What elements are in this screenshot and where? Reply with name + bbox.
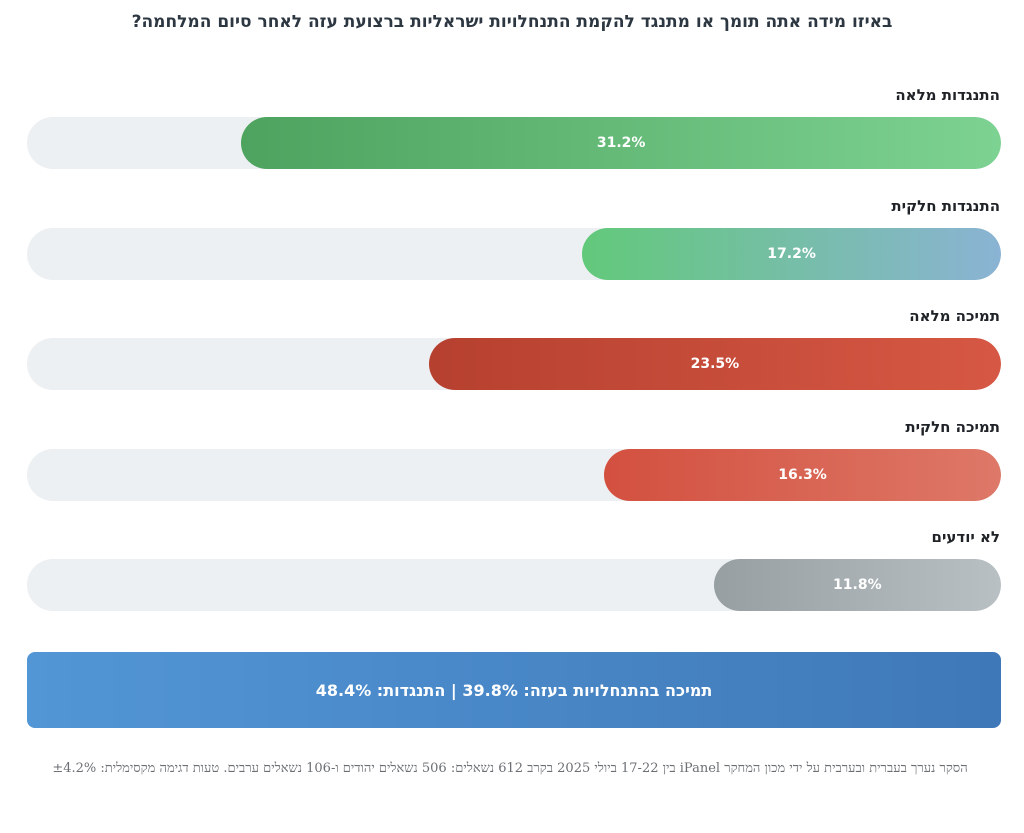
bar: 11.8% (713, 559, 1001, 611)
bar: 17.2% (582, 227, 1001, 280)
bar-category-label: התנגדות חלקית (891, 196, 1000, 215)
bar-value-label: 11.8% (833, 577, 882, 593)
bar-category-label: התנגדות מלאה (895, 86, 1000, 104)
bar-category-label: תמיכה מלאה (909, 307, 1000, 325)
chart-title: באיזו מידה אתה תומך או מתנגד להקמת התנחל… (131, 12, 893, 32)
bar-value-label: 17.2% (767, 245, 816, 262)
bar-value-label: 31.2% (596, 135, 646, 151)
bar-track: 16.3% (27, 448, 1001, 501)
survey-footnote: הסקר נערך בעברית ובערבית על ידי מכון המח… (52, 761, 968, 776)
bar-category-label: לא יודעים (931, 528, 1000, 546)
bar-track: 23.5% (27, 338, 1001, 390)
bar-track: 31.2% (27, 117, 1001, 169)
bar-value-label: 16.3% (778, 466, 827, 483)
bar-track: 17.2% (27, 227, 1001, 280)
summary-banner: תמיכה בהתנחלויות בעזה: 39.8% | התנגדות: … (27, 652, 1001, 728)
summary-text: תמיכה בהתנחלויות בעזה: 39.8% | התנגדות: … (315, 680, 713, 700)
bar-value-label: 23.5% (690, 356, 740, 372)
bar-category-label: תמיכה חלקית (905, 417, 1000, 436)
bar-track: 11.8% (27, 559, 1001, 611)
bar: 31.2% (241, 117, 1001, 169)
bar: 23.5% (428, 338, 1001, 390)
bar: 16.3% (604, 448, 1001, 501)
